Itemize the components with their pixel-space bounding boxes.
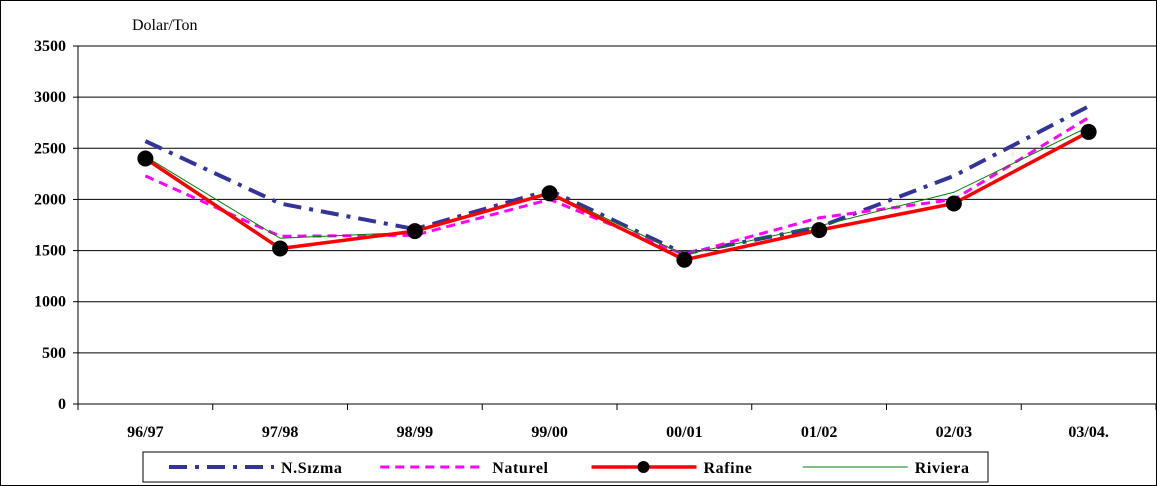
data-point-marker	[676, 251, 693, 268]
y-tick-label: 1000	[34, 294, 66, 311]
x-tick-label: 97/98	[262, 424, 298, 441]
y-unit-label: Dolar/Ton	[132, 17, 198, 34]
y-tick-label: 1500	[34, 243, 66, 260]
y-tick-label: 500	[42, 345, 66, 362]
x-tick-label: 99/00	[531, 424, 567, 441]
legend-label: N.Sızma	[281, 460, 343, 477]
data-point-marker	[406, 223, 423, 240]
legend-label: Riviera	[915, 460, 970, 477]
data-point-marker	[1080, 123, 1097, 140]
data-point-marker	[811, 222, 828, 239]
y-tick-label: 3000	[34, 89, 66, 106]
data-point-marker	[272, 240, 289, 257]
legend-label: Rafine	[704, 460, 753, 477]
series-line-riviera	[145, 126, 1089, 256]
y-tick-label: 2000	[34, 191, 66, 208]
x-tick-label: 02/03	[936, 424, 972, 441]
x-tick-label: 98/99	[397, 424, 433, 441]
series-line-rafine	[144, 130, 1090, 262]
y-tick-label: 2500	[34, 140, 66, 157]
legend: N.Sızma Naturel Rafine Riviera	[142, 451, 989, 483]
data-point-marker	[541, 185, 558, 202]
axes: 0 500 1000 1500 2000 2500 3000 3500 96/97 97/98 98…	[34, 38, 1157, 441]
gridlines	[78, 45, 1156, 354]
y-tick-label: 3500	[34, 38, 66, 55]
data-point-marker	[137, 150, 154, 167]
x-tick-label: 96/97	[127, 424, 163, 441]
legend-label: Naturel	[492, 460, 548, 477]
series-line-naturel	[144, 116, 1090, 257]
x-tick-label: 03/04.	[1068, 424, 1108, 441]
series-line-n-s-zma	[144, 104, 1090, 256]
series-lines	[137, 104, 1097, 268]
x-tick-label: 01/02	[801, 424, 837, 441]
x-tick-label: 00/01	[666, 424, 702, 441]
y-tick-label: 0	[58, 396, 66, 413]
data-point-marker	[945, 195, 962, 212]
legend-marker	[637, 461, 650, 473]
